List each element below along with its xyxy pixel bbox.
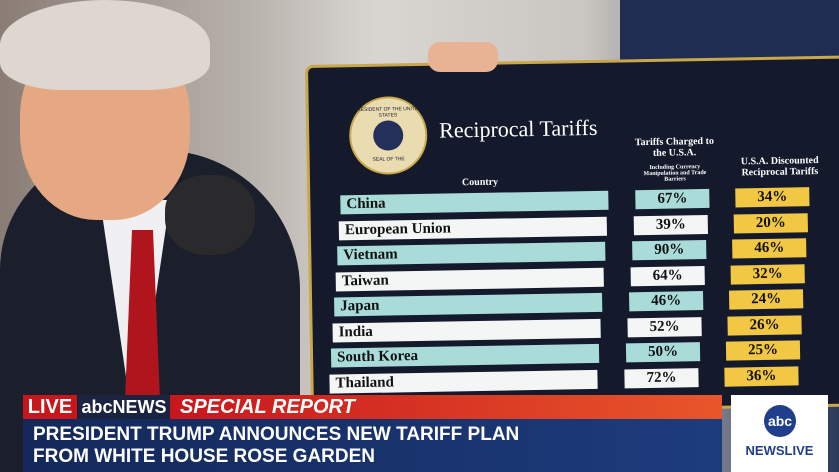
logo-box: abc NEWSLIVE — [731, 395, 828, 472]
column-header: Tariffs Charged to the U.S.A. — [634, 135, 715, 159]
country-cell: Japan — [334, 292, 603, 317]
microphone — [165, 175, 255, 255]
discounted-cell: 46% — [732, 238, 807, 259]
headline-line: PRESIDENT TRUMP ANNOUNCES NEW TARIFF PLA… — [33, 424, 520, 445]
charged-cell: 50% — [625, 342, 701, 363]
hand — [428, 42, 498, 72]
discounted-cell: 26% — [727, 314, 802, 336]
logo: abc — [764, 405, 796, 437]
country-cell: Vietnam — [337, 241, 606, 266]
country-cell: Thailand — [329, 369, 598, 394]
country-cell: South Korea — [330, 343, 600, 368]
seal: PRESIDENT OF THE UNITED STATES SEAL OF T… — [348, 95, 428, 176]
discounted-cell: 25% — [725, 340, 801, 361]
charged-cell: 64% — [630, 265, 705, 286]
country-cell: European Union — [338, 216, 607, 240]
live-tag: LIVE — [23, 395, 77, 419]
discounted-cell: 34% — [735, 187, 810, 208]
discounted-cell: 32% — [730, 263, 805, 285]
flag — [620, 0, 839, 60]
country-cell: India — [332, 318, 601, 343]
column-note: Including Currency Manipulation and Trad… — [643, 164, 707, 183]
special-report: SPECIAL REPORT — [170, 395, 722, 419]
charged-cell: 52% — [627, 316, 702, 337]
rows: China 67% 34% European Union 39% 20% Vietnam 90… — [308, 58, 839, 394]
discounted-cell: 24% — [728, 289, 804, 310]
charged-cell: 67% — [635, 188, 710, 210]
hair — [0, 0, 210, 90]
seal-text: PRESIDENT OF THE UNITED STATES — [353, 105, 422, 119]
charged-cell: 46% — [628, 291, 704, 312]
discounted-cell: 36% — [724, 365, 799, 387]
tariff-board: PRESIDENT OF THE UNITED STATES SEAL OF T… — [304, 55, 839, 416]
country-cell: China — [340, 190, 609, 215]
network-name: abcNEWS — [78, 395, 170, 419]
charged-cell: 39% — [633, 214, 708, 235]
column-header: U.S.A. Discounted Reciprocal Tariffs — [740, 155, 819, 179]
headline-line: FROM WHITE HOUSE ROSE GARDEN — [33, 446, 376, 467]
country-cell: Taiwan — [335, 267, 604, 291]
charged-cell: 90% — [632, 239, 707, 261]
board-title: Reciprocal Tariffs — [438, 114, 598, 143]
discounted-cell: 20% — [733, 212, 808, 234]
seal-center — [372, 120, 404, 151]
seal-text: SEAL OF THE — [372, 156, 405, 163]
headline: PRESIDENT TRUMP ANNOUNCES NEW TARIFF PLA… — [23, 419, 722, 472]
column-header: Country — [461, 176, 499, 189]
logo-subtitle: NEWSLIVE — [745, 443, 814, 458]
charged-cell: 72% — [624, 367, 699, 388]
